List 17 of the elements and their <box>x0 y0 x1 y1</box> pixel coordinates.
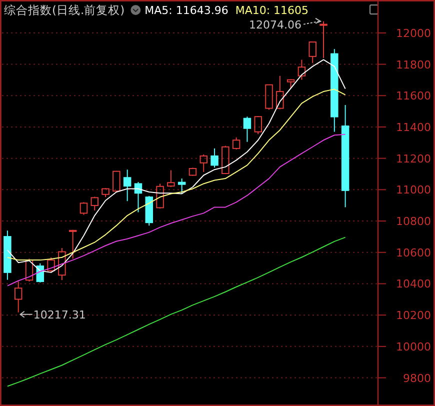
y-tick-label: 12000 <box>396 26 431 40</box>
text: MA5: 11643.96 <box>144 4 228 17</box>
y-tick-label: 11000 <box>396 184 431 197</box>
y-tick-label: 10400 <box>396 278 431 291</box>
y-tick-label: 10600 <box>396 246 431 260</box>
y-tick-label: 10200 <box>396 309 431 322</box>
text: MA10: 11605 <box>235 4 309 17</box>
y-tick-label: 9800 <box>403 372 431 385</box>
y-tick-label: 11400 <box>396 120 431 134</box>
annotation: 12074.06 <box>249 18 302 32</box>
y-tick-label: 10800 <box>396 215 431 228</box>
chart-title: 综合指数(日线.前复权) <box>4 3 125 17</box>
y-tick-label: 11800 <box>396 58 431 72</box>
annotation: 10217.31 <box>33 308 86 322</box>
y-tick-label: 11200 <box>396 152 431 166</box>
y-tick-label: 11600 <box>396 90 431 103</box>
y-tick-label: 10000 <box>396 340 431 354</box>
